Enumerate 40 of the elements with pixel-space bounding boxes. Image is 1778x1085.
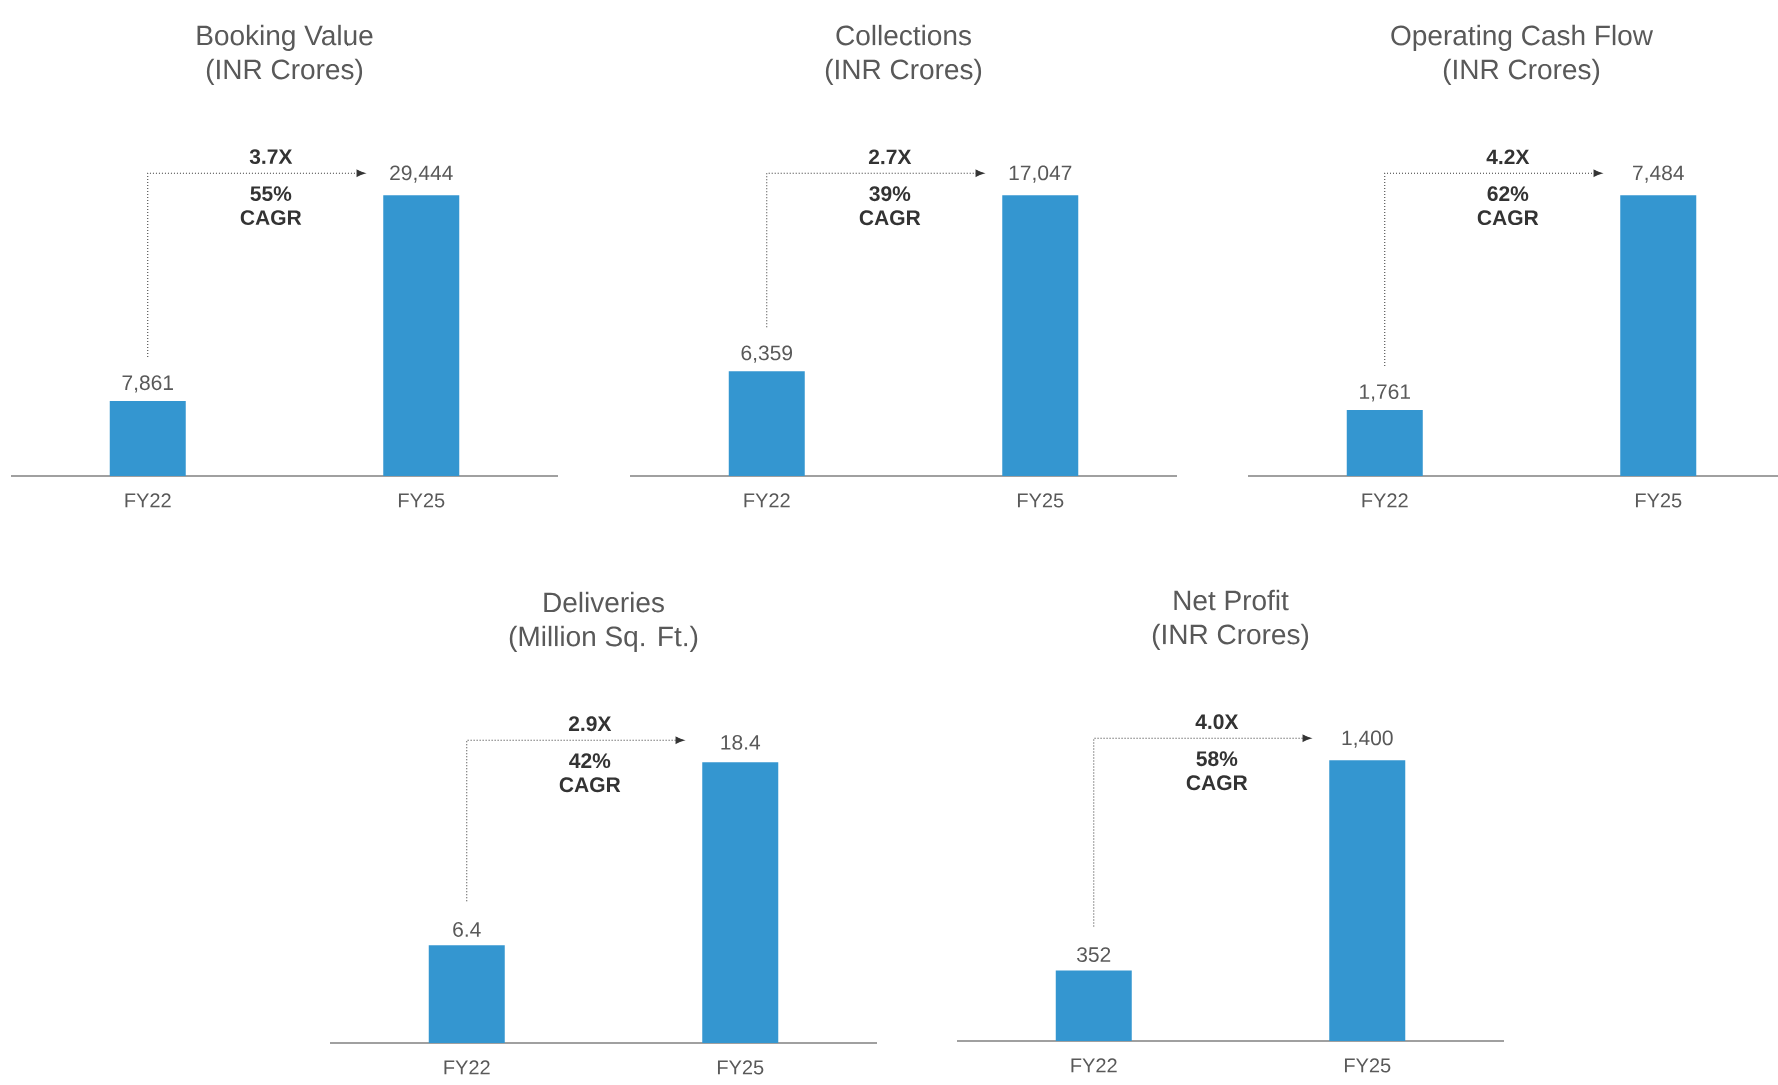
- data-label: 29,444: [390, 165, 453, 183]
- chart-title: Net Profit: [1174, 589, 1289, 611]
- text: 4.2X: [1486, 149, 1530, 165]
- x-tick-label: FY22: [1362, 493, 1408, 508]
- text: 2.9X: [568, 716, 612, 732]
- chart-subtitle: (Million Sq. Ft.): [509, 625, 698, 652]
- annotation: 62% CAGR: [1477, 186, 1539, 226]
- chart-title: Deliveries: [544, 591, 664, 613]
- text: 3.7X: [249, 149, 293, 165]
- data-label: 17,047: [1009, 165, 1072, 183]
- chart-subtitle: (INR Crores): [1443, 58, 1600, 85]
- data-label: 18.4: [721, 734, 761, 750]
- x-tick-label: FY25: [1344, 1058, 1391, 1073]
- data-label: 1,761: [1360, 384, 1410, 402]
- data-label: 7,484: [1633, 165, 1684, 183]
- text: 4.0X: [1195, 714, 1239, 730]
- chart-subtitle: (INR Crores): [825, 58, 982, 85]
- annotation: 58% CAGR: [1186, 751, 1248, 791]
- data-label: 352: [1077, 947, 1111, 962]
- annotation: 55% CAGR: [240, 186, 302, 226]
- x-tick-label: FY22: [444, 1060, 490, 1075]
- x-tick-label: FY22: [1071, 1058, 1117, 1073]
- text: 2.7X: [868, 149, 912, 165]
- data-label: 7,861: [122, 375, 173, 393]
- annotation: 42% CAGR: [559, 753, 621, 793]
- chart-title: Collections: [836, 24, 971, 46]
- chart-subtitle: (INR Crores): [1152, 623, 1309, 650]
- data-label: 6,359: [741, 345, 793, 363]
- chart-subtitle: (INR Crores): [206, 58, 363, 85]
- data-label: 1,400: [1342, 730, 1393, 748]
- x-tick-label: FY25: [1017, 493, 1064, 508]
- annotation: 39% CAGR: [859, 186, 921, 226]
- data-label: 6.4: [453, 922, 481, 937]
- x-tick-label: FY22: [125, 493, 171, 508]
- x-tick-label: FY25: [1635, 493, 1682, 508]
- x-tick-label: FY25: [717, 1060, 764, 1075]
- x-tick-label: FY25: [398, 493, 445, 508]
- x-tick-label: FY22: [744, 493, 790, 508]
- chart-title: Operating Cash Flow: [1391, 24, 1654, 51]
- chart-title: Booking Value: [197, 24, 373, 51]
